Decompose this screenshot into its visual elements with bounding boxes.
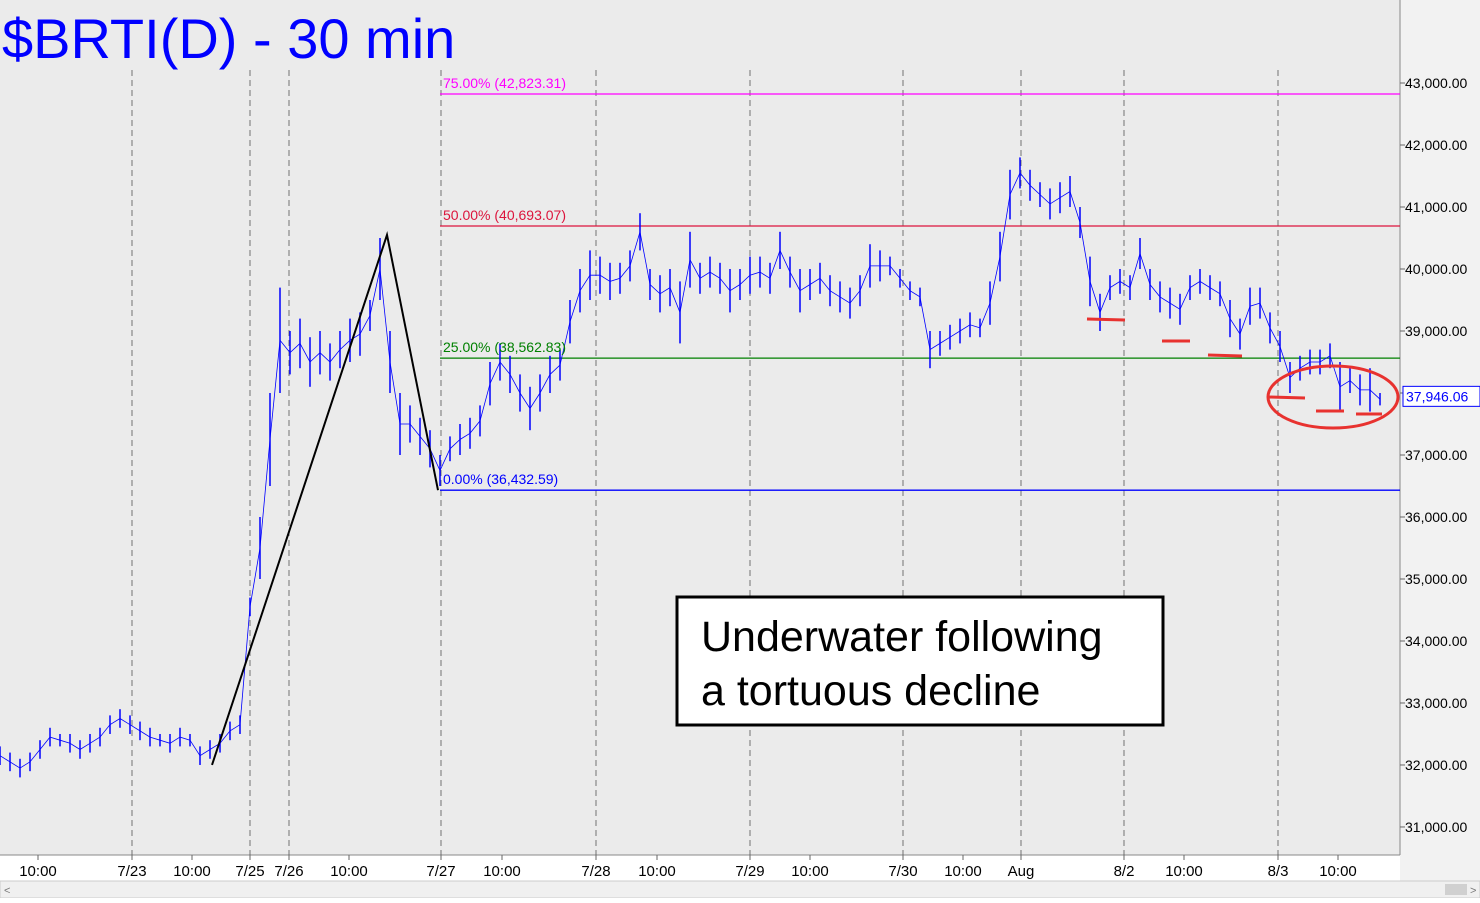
- price-path: [0, 172, 1381, 769]
- axis-bg: [1400, 0, 1480, 898]
- x-tick-label: 7/26: [274, 863, 303, 880]
- y-tick-label: 42,000.00: [1405, 137, 1467, 153]
- x-tick-label: Aug: [1008, 863, 1035, 880]
- x-tick-label: 8/3: [1268, 863, 1289, 880]
- x-tick-label: 10:00: [1165, 863, 1203, 880]
- y-tick-label: 41,000.00: [1405, 199, 1467, 215]
- y-tick-label: 39,000.00: [1405, 323, 1467, 339]
- x-tick-label: 10:00: [330, 863, 368, 880]
- x-tick-label: 10:00: [638, 863, 676, 880]
- y-tick-label: 32,000.00: [1405, 757, 1467, 773]
- x-tick-label: 10:00: [19, 863, 57, 880]
- plot-bg: [0, 0, 1400, 855]
- x-tick-label: 10:00: [791, 863, 829, 880]
- x-tick-label: 10:00: [173, 863, 211, 880]
- x-tick-label: 7/30: [888, 863, 917, 880]
- last-price-label: 37,946.06: [1406, 388, 1468, 404]
- x-tick-label: 10:00: [1319, 863, 1357, 880]
- fib-label: 50.00% (40,693.07): [443, 207, 566, 223]
- y-tick-label: 33,000.00: [1405, 695, 1467, 711]
- abc-pattern: [211, 230, 439, 766]
- fib-label: 75.00% (42,823.31): [443, 75, 566, 91]
- support-marks: [1086, 317, 1382, 416]
- annotation-box: [675, 595, 1165, 727]
- x-tick-label: 7/25: [235, 863, 264, 880]
- x-tick-label: 7/23: [117, 863, 146, 880]
- y-tick-label: 37,000.00: [1405, 447, 1467, 463]
- y-tick-label: 34,000.00: [1405, 633, 1467, 649]
- x-tick-label: 7/28: [581, 863, 610, 880]
- y-tick-label: 43,000.00: [1405, 75, 1467, 91]
- last-price-box: [1402, 385, 1480, 407]
- scrollbar[interactable]: [0, 880, 1480, 899]
- scroll-left[interactable]: <: [4, 885, 10, 897]
- fib-label: 0.00% (36,432.59): [443, 471, 558, 487]
- scroll-thumb[interactable]: [1445, 884, 1467, 895]
- highlight-ellipse: [1266, 364, 1400, 430]
- scroll-right[interactable]: >: [1470, 885, 1476, 897]
- chart-title: $BRTI(D) - 30 min: [2, 7, 455, 70]
- marks: [0, 93, 1400, 778]
- x-tick-label: 10:00: [483, 863, 521, 880]
- annotation-line: a tortuous decline: [701, 667, 1040, 715]
- y-tick-label: 35,000.00: [1405, 571, 1467, 587]
- annotation-line: Underwater following: [701, 613, 1103, 661]
- x-tick-label: 7/27: [426, 863, 455, 880]
- y-tick-label: 31,000.00: [1405, 819, 1467, 835]
- x-tick-label: 7/29: [735, 863, 764, 880]
- x-tick-label: 8/2: [1114, 863, 1135, 880]
- x-tick-label: 10:00: [944, 863, 982, 880]
- y-tick-label: 40,000.00: [1405, 261, 1467, 277]
- y-tick-label: 36,000.00: [1405, 509, 1467, 525]
- fib-label: 25.00% (38,562.83): [443, 339, 566, 355]
